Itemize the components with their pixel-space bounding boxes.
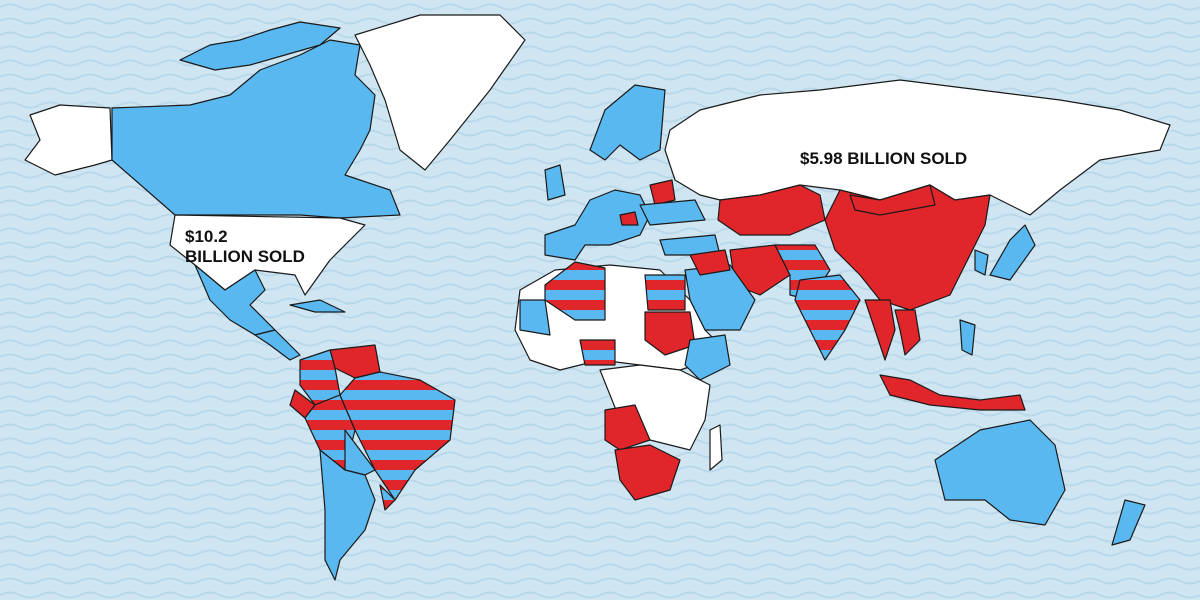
russia-sales-label: $5.98 BILLION SOLD	[800, 149, 967, 168]
japan	[989, 224, 1036, 281]
us-sales-label-line1: $10.2	[185, 227, 228, 246]
mongolia	[849, 184, 936, 216]
sudan	[644, 311, 696, 356]
cuba	[289, 299, 346, 313]
central-america	[254, 329, 301, 361]
ethiopia	[684, 334, 731, 381]
western-europe	[544, 189, 651, 261]
ukraine	[639, 199, 706, 226]
alaska	[24, 104, 113, 176]
chile-argentina	[319, 449, 376, 581]
west-africa	[519, 299, 551, 336]
uruguay	[379, 484, 396, 511]
philippines	[959, 319, 976, 356]
iraq-syria	[689, 249, 731, 276]
angola	[604, 404, 651, 451]
canada	[111, 39, 401, 219]
korea	[974, 249, 989, 276]
serbia	[619, 211, 639, 226]
vietnam	[894, 309, 921, 356]
us-sales-label-line2: BILLION SOLD	[185, 247, 305, 266]
malaysia-indonesia	[879, 374, 1026, 411]
nigeria	[579, 339, 616, 366]
uk	[544, 164, 566, 201]
madagascar	[709, 424, 723, 471]
southern-africa	[614, 444, 681, 501]
usa	[169, 214, 366, 296]
belarus	[649, 179, 676, 206]
mexico	[194, 264, 276, 336]
india	[794, 274, 861, 361]
egypt	[644, 274, 686, 311]
myanmar-thailand	[864, 299, 896, 361]
new-zealand	[1111, 499, 1146, 546]
brazil	[339, 371, 456, 501]
arctic-islands	[179, 21, 341, 71]
australia	[934, 419, 1066, 526]
greenland	[354, 14, 526, 171]
scandinavia	[589, 84, 666, 161]
